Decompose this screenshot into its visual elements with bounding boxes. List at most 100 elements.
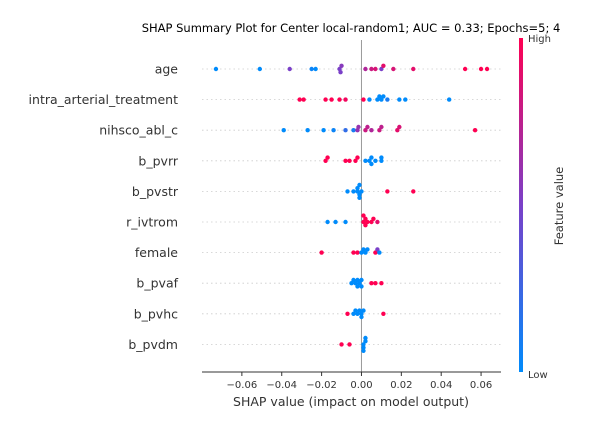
shap-point (377, 250, 382, 255)
shap-point (397, 97, 402, 102)
shap-point (353, 158, 358, 163)
x-tick-label: 0.02 (390, 380, 412, 391)
shap-point (391, 66, 396, 72)
shap-point (257, 66, 263, 72)
shap-point (353, 308, 358, 313)
shap-point (359, 250, 364, 255)
shap-point (351, 189, 356, 194)
shap-point (343, 97, 348, 102)
shap-point (329, 97, 334, 102)
shap-point (325, 219, 330, 225)
shap-point (345, 311, 350, 316)
shap-point (484, 66, 490, 72)
feature-label-female: female (135, 245, 178, 260)
shap-point (381, 94, 386, 99)
shap-point (367, 97, 372, 102)
shap-point (381, 63, 386, 68)
shap-point (371, 216, 376, 221)
shap-point (373, 250, 378, 255)
shap-point (359, 284, 364, 289)
shap-point (385, 189, 390, 194)
shap-point (361, 345, 366, 350)
shap-point (359, 311, 364, 316)
x-tick-label: −0.06 (227, 380, 258, 391)
shap-point (338, 70, 343, 75)
shap-point (379, 155, 384, 160)
feature-label-age: age (155, 62, 179, 77)
shap-point (347, 158, 352, 163)
shap-point (375, 247, 380, 252)
shap-point (351, 277, 356, 283)
shap-point (321, 128, 326, 133)
shap-point (355, 311, 360, 316)
shap-point (385, 97, 390, 102)
x-axis-label: SHAP value (impact on model output) (233, 394, 469, 409)
shap-point (361, 247, 366, 252)
shap-point (309, 66, 314, 72)
shap-point (369, 281, 374, 286)
shap-point (411, 189, 416, 194)
shap-point (323, 158, 328, 163)
shap-point (369, 66, 374, 72)
shap-point (381, 311, 386, 316)
shap-point (355, 186, 360, 191)
shap-point (379, 281, 384, 286)
shap-point (337, 97, 342, 102)
x-ticks: −0.06 −0.04 −0.02 0.00 0.02 0.04 0.06 (227, 372, 492, 391)
colorbar (519, 38, 523, 372)
shap-point (462, 66, 468, 72)
shap-point (411, 66, 416, 72)
shap-point (363, 158, 368, 163)
shap-point (213, 66, 219, 72)
shap-point (355, 250, 360, 255)
feature-label-nihsco-abl-c: nihsco_abl_c (99, 123, 178, 138)
shap-point (339, 342, 344, 347)
shap-point (373, 281, 378, 286)
shap-point (333, 219, 338, 225)
shap-point (375, 219, 380, 225)
shap-point (369, 219, 374, 225)
colorbar-title: Feature value (552, 167, 566, 246)
shap-point (305, 128, 310, 133)
shap-point (373, 158, 378, 163)
shap-point (365, 124, 370, 130)
x-tick-label: −0.04 (266, 380, 297, 391)
shap-point (478, 66, 484, 72)
shap-point (301, 97, 306, 102)
shap-point (353, 281, 358, 286)
shap-point (359, 314, 364, 320)
shap-point (379, 97, 384, 102)
x-tick-label: 0.04 (430, 380, 452, 391)
shap-point (395, 128, 400, 133)
shap-point (343, 128, 348, 133)
shap-point (369, 128, 374, 133)
shap-point (363, 335, 368, 341)
shap-point (355, 155, 360, 160)
shap-point (363, 339, 368, 344)
feature-label-r-ivtrom: r_ivtrom (126, 215, 178, 230)
shap-point (343, 158, 348, 163)
shap-point (339, 63, 344, 68)
shap-point (369, 155, 374, 160)
shap-point (345, 189, 350, 194)
shap-point (343, 219, 348, 225)
shap-point (363, 216, 368, 221)
colorbar-high-label: High (528, 34, 551, 45)
feature-label-b-pvstr: b_pvstr (132, 184, 179, 199)
x-tick-label: −0.02 (306, 380, 337, 391)
shap-point (331, 128, 336, 133)
x-tick-label: 0.06 (470, 380, 492, 391)
shap-point (347, 342, 352, 347)
shap-point (297, 97, 302, 102)
feature-label-b-pvdm: b_pvdm (128, 337, 178, 352)
shap-point (397, 124, 402, 130)
shap-point (373, 66, 378, 72)
shap-point (363, 223, 368, 228)
feature-label-intra-arterial-treatment: intra_arterial_treatment (29, 92, 179, 107)
shap-point (363, 128, 368, 133)
shap-point (357, 308, 362, 313)
shap-point (369, 161, 374, 167)
shap-point (359, 277, 364, 283)
shap-point (379, 124, 384, 130)
